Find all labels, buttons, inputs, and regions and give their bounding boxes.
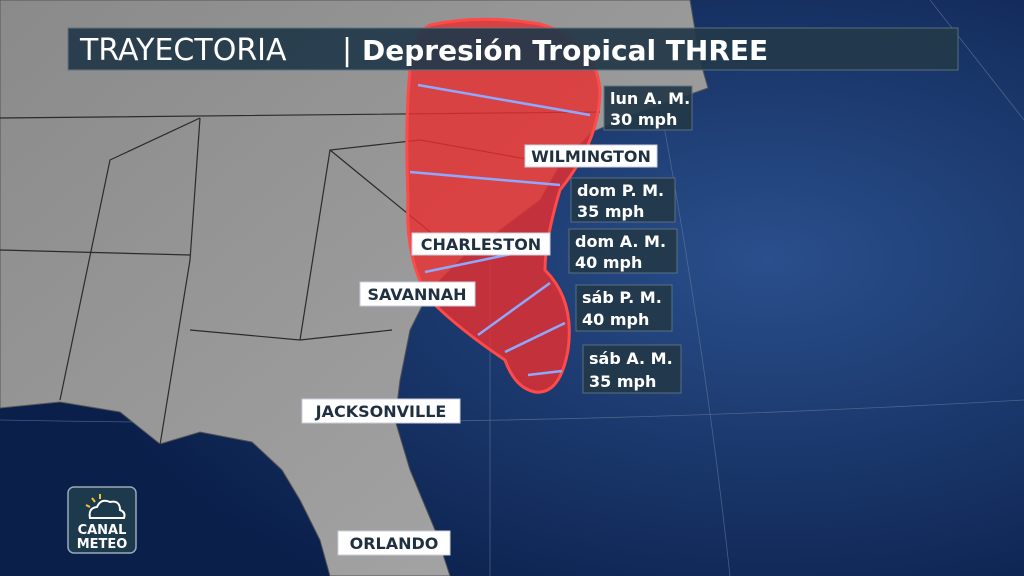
forecast-time: sáb A. M.	[589, 349, 673, 368]
logo-line2: METEO	[77, 537, 128, 552]
forecast-time: dom P. M.	[577, 181, 664, 200]
forecast-box	[568, 228, 678, 274]
state-borders	[0, 111, 601, 446]
title-bold: Depresión Tropical THREE	[362, 34, 768, 67]
title-bar	[67, 27, 959, 71]
city-box	[337, 530, 451, 556]
city-box	[359, 281, 476, 307]
forecast-box	[570, 177, 676, 223]
city-label: SAVANNAH	[367, 285, 466, 304]
city-label: WILMINGTON	[531, 147, 651, 166]
track-lines	[409, 83, 591, 377]
forecast-wind: 35 mph	[589, 372, 656, 391]
city-label: JACKSONVILLE	[315, 402, 447, 421]
city-label: ORLANDO	[350, 534, 439, 553]
track-line	[527, 369, 563, 377]
forecast-wind: 40 mph	[575, 253, 642, 272]
forecast-time: sáb P. M.	[582, 288, 662, 307]
forecast-box	[582, 344, 682, 394]
forecast-time: lun A. M.	[610, 89, 690, 108]
city-label: CHARLESTON	[421, 235, 541, 254]
forecast-wind: 30 mph	[610, 110, 677, 129]
forecast-wind: 40 mph	[582, 310, 649, 329]
forecast-box	[603, 85, 693, 131]
logo-line1: CANAL	[78, 523, 127, 538]
title-light: TRAYECTORIA	[79, 33, 287, 68]
logo-sun	[85, 494, 101, 508]
city-box	[524, 144, 658, 168]
forecast-box	[575, 284, 673, 332]
forecast-wind: 35 mph	[577, 202, 644, 221]
track-line	[504, 321, 566, 354]
city-labels: WILMINGTON CHARLESTON SAVANNAH JACKSONVI…	[301, 144, 658, 556]
forecast-time: dom A. M.	[575, 232, 666, 251]
title-separator: |	[342, 33, 352, 68]
track-line	[409, 170, 561, 187]
track-line	[477, 281, 551, 337]
forecast-labels: lun A. M. 30 mph dom P. M. 35 mph dom A.…	[568, 85, 693, 394]
city-box	[301, 398, 461, 424]
logo: CANAL METEO	[67, 486, 137, 554]
logo-cloud	[88, 499, 126, 519]
city-box	[411, 232, 551, 256]
track-line	[417, 83, 591, 117]
